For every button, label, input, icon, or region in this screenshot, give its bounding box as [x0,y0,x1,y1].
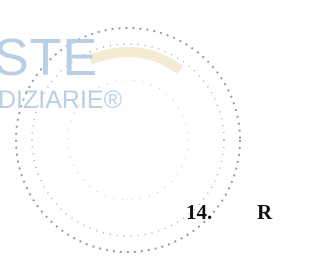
stamp-smudge [90,52,180,70]
page: {"watermark": {"line1": "STE", "line2": … [0,0,275,280]
section-text: R [257,200,272,225]
watermark-line: STE [0,28,98,88]
section-number: 14. [186,200,212,225]
watermark-line: DIZIARIE® [0,86,122,115]
